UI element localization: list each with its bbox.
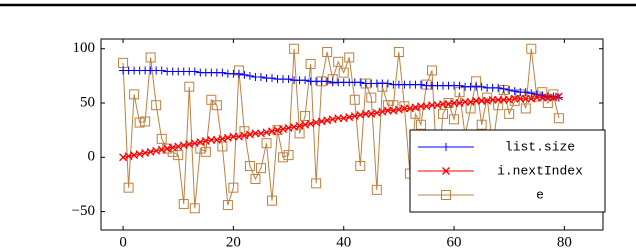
data-point	[311, 178, 322, 189]
data-point	[195, 143, 206, 154]
data-point	[526, 43, 537, 54]
data-point	[382, 100, 393, 111]
data-point	[399, 101, 410, 112]
data-point	[482, 92, 493, 103]
data-point	[416, 80, 425, 89]
data-point	[278, 152, 289, 163]
y-tick-label: 50	[80, 94, 95, 110]
data-point	[477, 82, 486, 91]
data-point	[283, 150, 294, 161]
data-point	[455, 81, 464, 90]
data-point	[123, 182, 134, 193]
data-point	[255, 163, 266, 174]
data-point	[145, 52, 156, 63]
data-point	[493, 100, 504, 111]
data-point	[289, 43, 300, 54]
legend-label: list.size	[505, 139, 575, 154]
data-point	[211, 100, 222, 111]
data-point	[499, 84, 508, 93]
data-point	[366, 92, 377, 103]
data-point	[156, 133, 167, 144]
data-point	[465, 103, 476, 114]
data-point	[189, 203, 200, 214]
data-point	[301, 76, 310, 85]
y-tick-label: 0	[88, 149, 96, 165]
data-point	[129, 89, 140, 100]
data-point	[267, 195, 278, 206]
data-point	[510, 87, 519, 96]
data-point	[234, 69, 243, 78]
data-point	[371, 184, 382, 195]
data-point	[449, 114, 460, 125]
data-point	[554, 93, 563, 102]
data-point	[344, 52, 355, 63]
data-point	[190, 67, 199, 76]
x-tick-label: 40	[336, 234, 351, 248]
data-point	[256, 72, 265, 81]
data-point	[300, 111, 311, 122]
data-point	[393, 47, 404, 58]
data-point	[356, 78, 365, 87]
data-point	[549, 92, 558, 101]
data-point	[134, 117, 145, 128]
data-point	[333, 56, 344, 67]
data-point	[410, 108, 421, 119]
data-point	[349, 94, 360, 105]
legend-label: i.nextIndex	[497, 163, 583, 178]
data-point	[438, 108, 449, 119]
data-point	[228, 182, 239, 193]
data-point	[222, 200, 233, 211]
data-point	[206, 94, 217, 105]
data-point	[240, 70, 249, 79]
data-point	[476, 119, 487, 130]
data-point	[521, 88, 530, 97]
data-point	[250, 173, 261, 184]
data-point	[218, 68, 227, 77]
legend-marker	[441, 190, 451, 200]
data-point	[294, 128, 305, 139]
data-point	[505, 86, 514, 95]
data-point	[554, 92, 563, 101]
data-point	[305, 58, 316, 69]
series-line	[123, 69, 559, 99]
data-point	[388, 100, 399, 111]
y-tick-label: −50	[72, 203, 95, 219]
data-point	[338, 67, 349, 78]
data-point	[494, 83, 503, 92]
data-point	[157, 66, 166, 75]
data-point	[184, 81, 195, 92]
data-point	[140, 116, 151, 127]
data-point	[553, 113, 564, 124]
data-point	[527, 89, 536, 98]
data-point	[151, 100, 162, 111]
legend-marker	[442, 143, 450, 151]
data-point	[244, 160, 255, 171]
data-point	[322, 47, 333, 58]
data-point	[261, 138, 272, 149]
data-point	[383, 79, 392, 88]
data-point	[178, 198, 189, 209]
legend-marker	[442, 167, 450, 175]
data-point	[217, 141, 228, 152]
legend-label: e	[536, 187, 544, 202]
data-point	[520, 103, 531, 114]
data-point	[284, 75, 293, 84]
data-point	[245, 71, 254, 80]
data-point	[173, 150, 184, 161]
x-tick-label: 0	[119, 234, 127, 248]
x-tick-label: 60	[447, 234, 462, 248]
data-point	[504, 108, 515, 119]
x-tick-label: 20	[226, 234, 241, 248]
data-point	[200, 146, 211, 157]
data-point	[323, 77, 332, 86]
data-point	[415, 119, 426, 130]
data-point	[355, 160, 366, 171]
data-point	[268, 74, 277, 83]
x-tick-label: 80	[557, 234, 572, 248]
y-tick-label: 100	[73, 40, 96, 56]
data-point	[426, 65, 437, 76]
